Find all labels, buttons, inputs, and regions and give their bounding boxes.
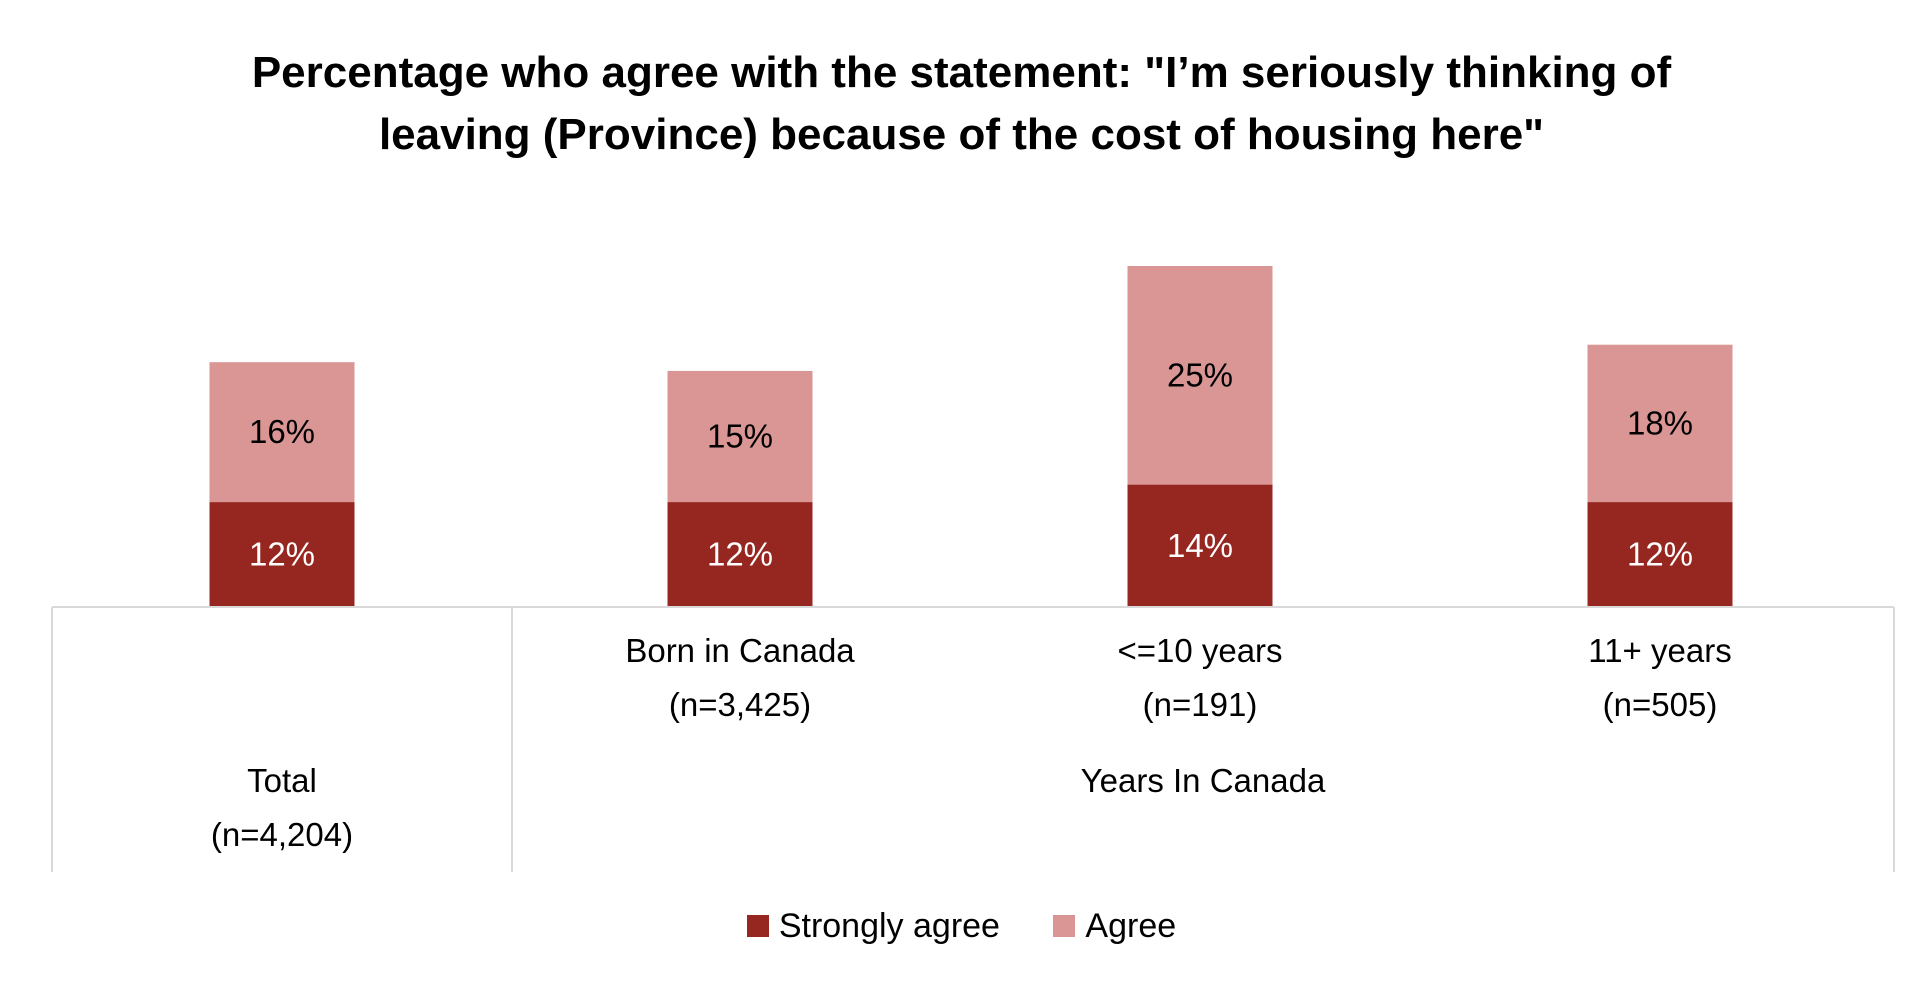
category-label-0-line-0: Total	[247, 762, 317, 799]
category-label-3-line-0: 11+ years	[1588, 632, 1731, 669]
data-label-strongly-agree-0: 12%	[249, 536, 315, 573]
bar-strongly-agree-0	[209, 502, 355, 607]
group-label: Years In Canada	[1081, 762, 1326, 799]
bar-agree-3	[1587, 344, 1733, 503]
chart-title-line-1: Percentage who agree with the statement:…	[251, 48, 1672, 97]
bar-strongly-agree-1	[667, 502, 813, 607]
chart-title-line-2: leaving (Province) because of the cost o…	[378, 110, 1545, 159]
legend-item-agree: Agree	[1053, 906, 1176, 946]
bar-agree-0	[209, 362, 355, 503]
data-label-agree-3: 18%	[1627, 404, 1693, 441]
legend: Strongly agree Agree	[0, 906, 1923, 946]
bar-strongly-agree-3	[1587, 502, 1733, 607]
legend-swatch-agree	[1053, 915, 1076, 937]
category-label-3-line-1: (n=505)	[1603, 686, 1718, 723]
data-label-agree-1: 15%	[707, 418, 773, 455]
legend-label-agree: Agree	[1085, 907, 1177, 945]
category-label-1-line-0: Born in Canada	[625, 632, 855, 669]
category-label-1-line-1: (n=3,425)	[669, 686, 811, 723]
legend-item-strongly-agree: Strongly agree	[746, 906, 1000, 946]
bar-agree-1	[667, 370, 813, 503]
bar-agree-2	[1127, 266, 1273, 485]
data-label-strongly-agree-2: 14%	[1167, 527, 1233, 564]
bar-strongly-agree-2	[1127, 484, 1273, 607]
data-label-agree-2: 25%	[1167, 356, 1233, 393]
data-label-strongly-agree-3: 12%	[1627, 536, 1693, 573]
category-label-2-line-1: (n=191)	[1143, 686, 1258, 723]
legend-label-strongly-agree: Strongly agree	[778, 907, 1000, 945]
data-label-strongly-agree-1: 12%	[707, 536, 773, 573]
category-label-0-line-1: (n=4,204)	[211, 816, 353, 853]
category-label-2-line-0: <=10 years	[1117, 632, 1282, 669]
data-label-agree-0: 16%	[249, 413, 315, 450]
legend-swatch-strongly-agree	[746, 915, 769, 937]
chart-title: Percentage who agree with the statement:…	[0, 42, 1923, 166]
